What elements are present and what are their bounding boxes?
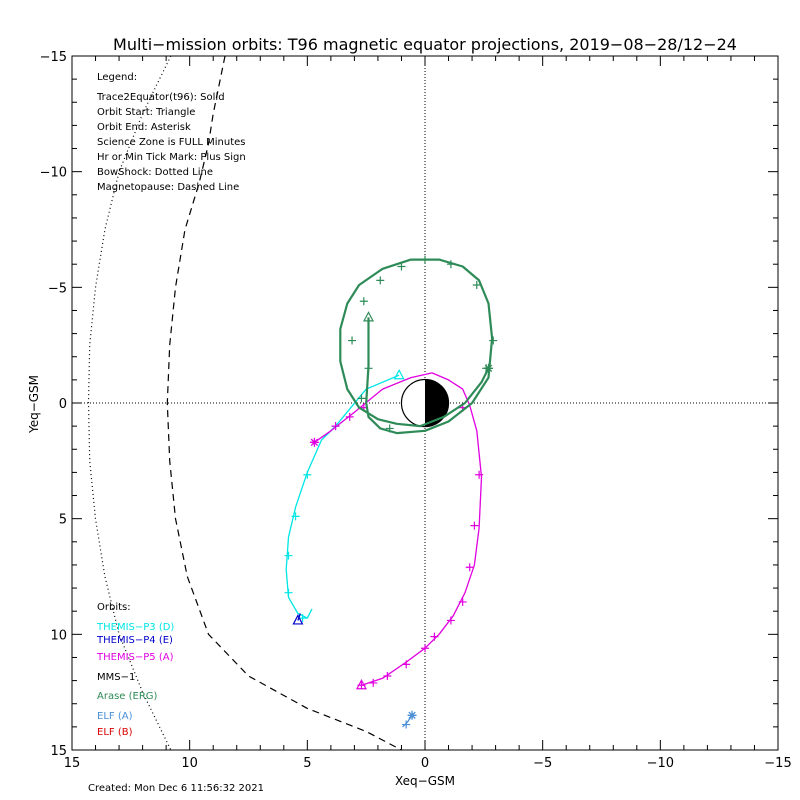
x-axis-ticks: 15 10 5 0 −5 −10 −15: [64, 56, 792, 771]
legend-line-magnetopause: Magnetopause: Dashed Line: [97, 182, 239, 193]
orbit-legend-arase: Arase (ERG): [97, 691, 158, 702]
orbit-tick-mark: [348, 336, 357, 345]
orbit-themis-p4-e: [292, 613, 304, 625]
legend-box: Legend: Trace2Equator(t96): Solid Orbit …: [96, 72, 246, 193]
orbit-end-asterisk: [484, 363, 494, 373]
orbit-tick-mark: [369, 678, 378, 687]
orbit-tick-mark: [402, 720, 411, 729]
orbit-legend-mms-1: MMS−1: [97, 672, 135, 683]
orbit-tick-mark: [421, 644, 429, 653]
orbit-tick-mark: [472, 281, 481, 290]
orbit-elf-a: [402, 710, 417, 729]
orbit-tick-mark: [291, 512, 300, 521]
orbit-themis-p5-a: [309, 372, 484, 690]
orbit-tick-mark: [383, 671, 392, 680]
orbit-start-triangle: [393, 368, 405, 380]
orbit-tick-mark: [303, 470, 312, 479]
y-tick-label: 10: [50, 628, 67, 643]
orbit-tick-mark: [385, 424, 394, 433]
x-axis-title: Xeq−GSM: [395, 774, 455, 788]
legend-line-trace: Trace2Equator(t96): Solid: [96, 92, 225, 103]
y-tick-label: −10: [40, 166, 67, 181]
magnetopause-line: [166, 55, 402, 751]
reference-lines: [72, 56, 778, 750]
orbit-tick-mark: [475, 470, 484, 479]
orbit-end-asterisk: [407, 710, 417, 720]
orbit-tick-mark: [458, 597, 467, 606]
orbit-tick-mark: [359, 297, 368, 306]
orbit-themis-p3-d: [284, 368, 405, 623]
orbits-header: Orbits:: [97, 602, 131, 613]
legend-line-tick-mark: Hr or Min Tick Mark: Plus Sign: [97, 152, 246, 163]
orbit-legend-themis-p5: THEMIS−P5 (A): [96, 652, 174, 663]
orbit-start-triangle: [292, 614, 304, 625]
orbit-tick-mark: [430, 632, 439, 641]
orbit-tick-mark: [397, 262, 406, 271]
orbit-end-asterisk: [309, 437, 319, 447]
orbit-legend-themis-p3: THEMIS−P3 (D): [96, 622, 174, 633]
orbit-tick-mark: [489, 336, 498, 345]
y-axis-title: Yeq−GSM: [27, 375, 41, 434]
orbit-track-themis-p5-a: [314, 372, 483, 686]
orbits-legend: Orbits: THEMIS−P3 (D) THEMIS−P4 (E) THEM…: [96, 602, 174, 738]
x-tick-label: 10: [181, 756, 198, 771]
orbit-tick-mark: [470, 521, 479, 530]
legend-header: Legend:: [97, 72, 137, 83]
legend-line-bowshock: BowShock: Dotted Line: [97, 167, 213, 178]
orbit-tick-mark: [376, 276, 385, 285]
orbit-start-triangle: [363, 311, 375, 322]
orbit-tick-mark: [446, 616, 455, 625]
orbit-track-arase-erg: [339, 258, 494, 435]
earth-symbol: [400, 378, 450, 428]
x-tick-label: 0: [421, 756, 429, 771]
legend-line-science-zone: Science Zone is FULL Minutes: [97, 137, 246, 148]
orbit-legend-themis-p4: THEMIS−P4 (E): [96, 635, 173, 646]
y-tick-label: 0: [59, 397, 67, 412]
orbit-legend-elf-a: ELF (A): [97, 711, 133, 722]
orbit-tick-mark: [364, 364, 373, 373]
chart-title: Multi−mission orbits: T96 magnetic equat…: [113, 35, 737, 54]
legend-line-start: Orbit Start: Triangle: [97, 107, 195, 118]
orbit-tick-mark: [331, 422, 340, 431]
orbit-tick-mark: [357, 394, 366, 403]
y-tick-label: −5: [48, 281, 67, 296]
orbit-track-themis-p3-d: [285, 374, 400, 619]
orbit-tick-mark: [284, 588, 293, 597]
orbit-tick-mark: [402, 660, 411, 669]
y-tick-label: 5: [59, 513, 67, 528]
x-tick-label: −5: [533, 756, 552, 771]
y-axis-ticks: −15 −10 −5 0 5 10 15: [40, 50, 778, 759]
orbit-tick-mark: [446, 260, 455, 269]
orbit-tick-mark: [421, 255, 429, 264]
bow-shock-line: [87, 55, 172, 751]
created-timestamp: Created: Mon Dec 6 11:56:32 2021: [88, 783, 264, 794]
orbit-tick-mark: [284, 551, 293, 560]
x-tick-label: 5: [303, 756, 311, 771]
x-tick-label: 15: [64, 756, 81, 771]
x-tick-label: −15: [764, 756, 791, 771]
x-tick-label: −10: [647, 756, 674, 771]
legend-line-end: Orbit End: Asterisk: [97, 122, 191, 133]
orbit-start-triangle: [355, 678, 367, 690]
earth-nightside: [425, 379, 449, 427]
orbit-tick-mark: [345, 412, 354, 421]
orbit-arase-erg: [339, 255, 498, 435]
orbit-tick-mark: [465, 563, 474, 572]
series-layer: [284, 255, 498, 729]
boundaries-layer: [87, 55, 402, 751]
orbit-legend-elf-b: ELF (B): [97, 727, 133, 738]
y-tick-label: 15: [50, 744, 67, 759]
y-tick-label: −15: [40, 50, 67, 65]
